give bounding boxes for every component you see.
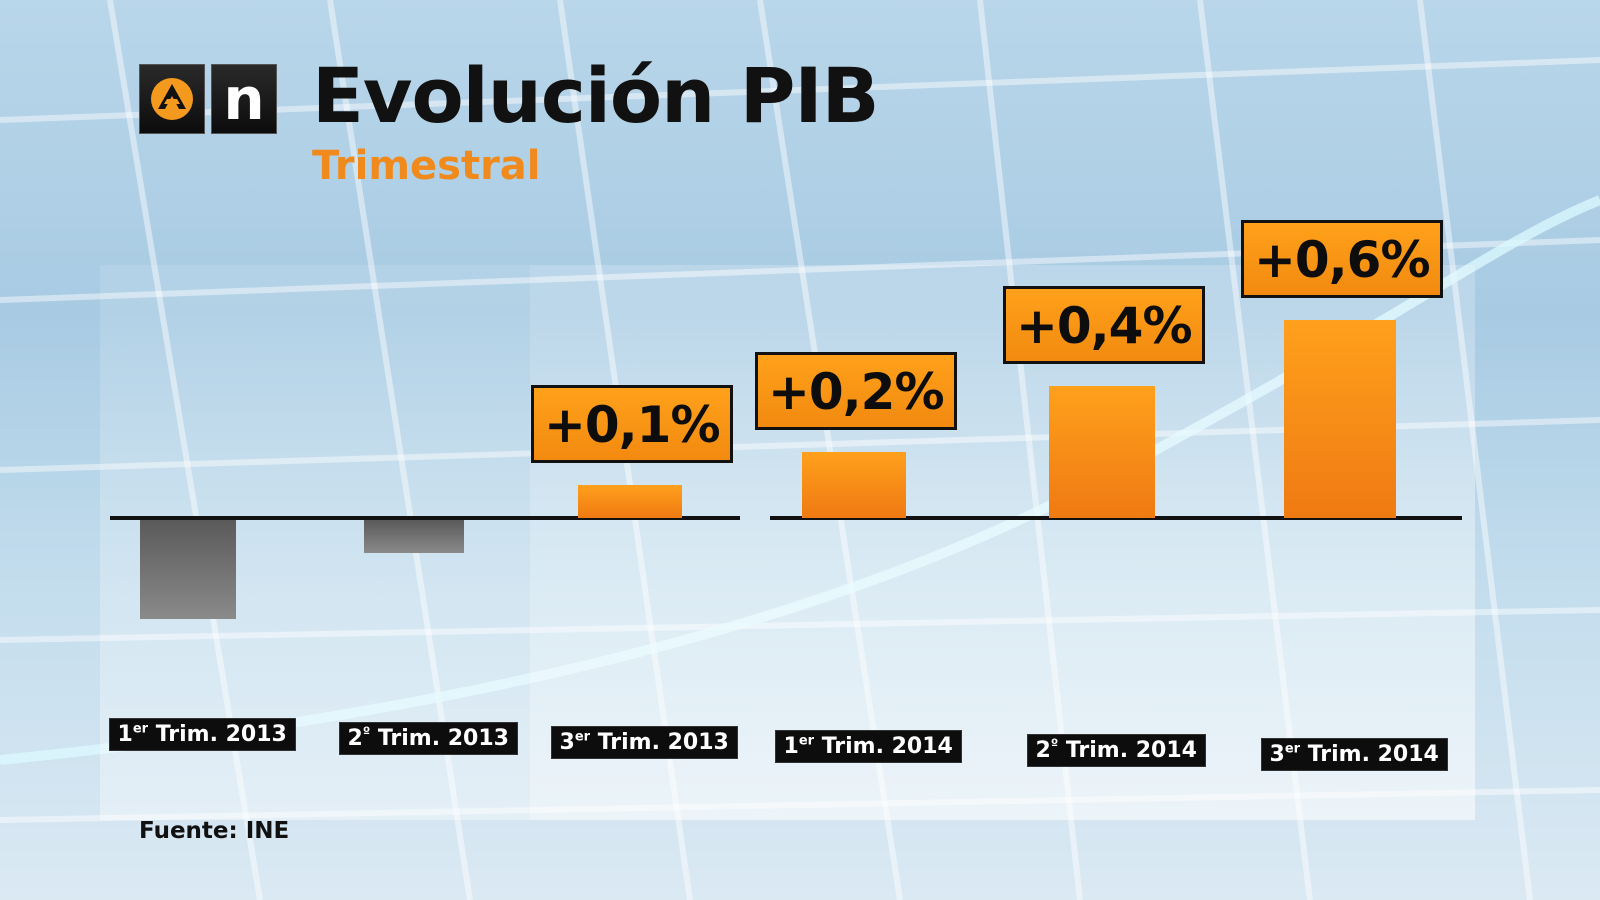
chart-subtitle: Trimestral xyxy=(312,143,541,189)
n-logo-icon: n xyxy=(211,64,277,134)
tick-label: 1er Trim. 2014 xyxy=(774,730,962,764)
bar xyxy=(578,485,682,518)
channel-logo: n xyxy=(139,64,277,134)
bar xyxy=(1049,386,1155,518)
tick-label: 3er Trim. 2013 xyxy=(550,726,738,760)
data-label: +0,6% xyxy=(1241,220,1443,298)
tick-label: 3er Trim. 2014 xyxy=(1260,738,1448,772)
bar xyxy=(802,452,906,518)
bar xyxy=(1284,320,1396,518)
bar xyxy=(364,520,464,553)
tick-label: 2º Trim. 2013 xyxy=(338,722,518,756)
data-label: +0,1% xyxy=(531,385,733,463)
source-note: Fuente: INE xyxy=(139,818,290,844)
chart-title: Evolución PIB xyxy=(312,51,880,140)
data-label: +0,2% xyxy=(755,352,957,430)
background-grid-line xyxy=(1417,0,1533,900)
data-label: +0,4% xyxy=(1003,286,1205,364)
tick-label: 1er Trim. 2013 xyxy=(108,718,296,752)
antena3-logo-icon xyxy=(139,64,205,134)
bar xyxy=(140,520,236,619)
logo-letter: n xyxy=(223,65,265,133)
tick-label: 2º Trim. 2014 xyxy=(1026,734,1206,768)
